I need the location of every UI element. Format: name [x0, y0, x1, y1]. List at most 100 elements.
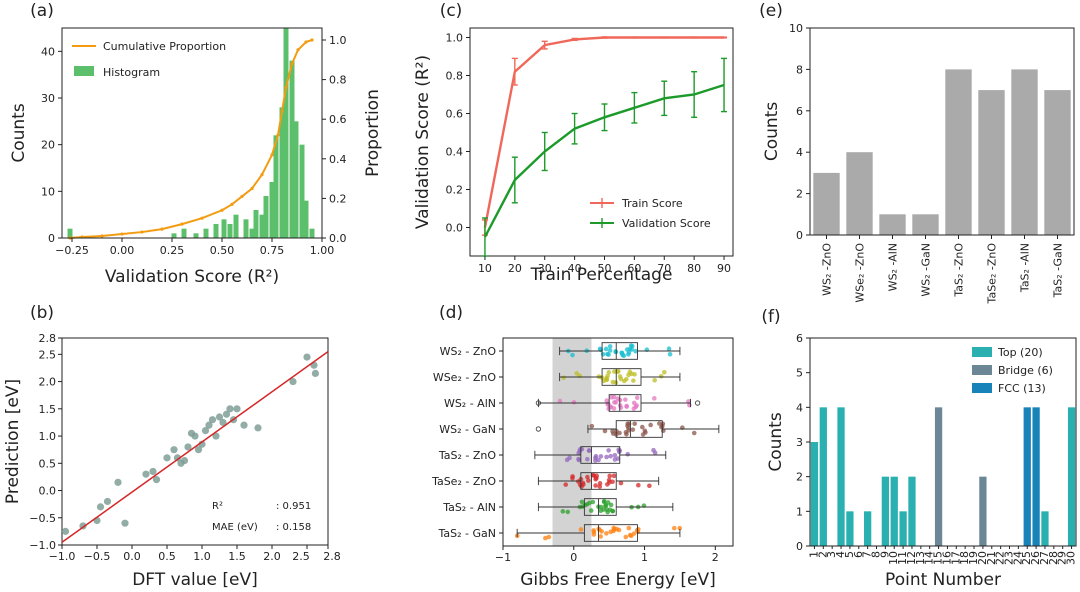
- panel-b-ytick-label: 2.5: [39, 348, 57, 361]
- panel-d-point: [598, 508, 604, 514]
- panel-a-cumulative-point: [160, 227, 164, 231]
- panel-e-axes: [809, 27, 1075, 236]
- panel-f-xtick-label: 7: [861, 551, 874, 558]
- panel-d-point: [563, 482, 569, 487]
- panel-d-point: [634, 395, 640, 400]
- panel-d-point: [586, 448, 592, 453]
- panel-c-xtick-label: 70: [657, 262, 671, 275]
- panel-d-point: [610, 379, 616, 385]
- panel-d-point: [600, 351, 606, 357]
- panel-f-xtick-label: 30: [1065, 551, 1078, 565]
- panel-e-category-label: WS₂ -GaN: [920, 243, 933, 297]
- panel-e-label: (e): [759, 1, 783, 21]
- panel-e-ytick-label: 0: [796, 229, 803, 242]
- panel-a-hist-bar: [259, 214, 265, 238]
- panel-d-point: [666, 346, 672, 351]
- panel-e-category-label: TaS₂ -GaN: [1052, 243, 1065, 298]
- panel-f-ytick-label: 0: [796, 540, 803, 553]
- panel-b-point: [212, 432, 220, 440]
- panel-a-hist-bar: [309, 228, 315, 238]
- panel-d-point: [604, 454, 609, 460]
- panel-f-xtick-label: 5: [843, 551, 856, 558]
- panel-d-point: [597, 481, 603, 486]
- panel-b-xtick-label: 2.0: [263, 550, 281, 563]
- panel-a-hist-bar: [273, 135, 279, 238]
- panel-d-point: [657, 421, 662, 426]
- panel-a-cumulative-point: [200, 216, 204, 220]
- panel-a-hist-bar: [171, 233, 177, 238]
- panel-b-label: (b): [30, 303, 54, 323]
- panel-d-outlier: [535, 400, 541, 406]
- panel-d-point: [623, 534, 629, 540]
- panel-f-xtick-label: 10: [887, 551, 900, 565]
- panel-a-y2label: Proportion: [363, 89, 383, 177]
- panel-a-legend-patch: [74, 66, 94, 76]
- panel-e-category-label: WS₂ -ZnO: [821, 243, 834, 296]
- panel-d-point: [648, 422, 653, 428]
- panel-c-xlabel: Train Percentage: [530, 265, 673, 285]
- panel-d-point: [557, 398, 563, 404]
- panel-a-xtick-label: 0.75: [260, 244, 285, 257]
- panel-b-point: [254, 424, 262, 432]
- panel-f-bar: [1067, 407, 1076, 546]
- panel-a-xtick-label: 0.50: [210, 244, 235, 257]
- panel-d-point: [671, 525, 677, 531]
- panel-a-xlabel: Validation Score (R²): [105, 267, 279, 287]
- panel-e-bar: [912, 214, 939, 235]
- panel-f-xtick-label: 29: [1056, 551, 1069, 565]
- panel-b-point: [219, 418, 227, 427]
- panel-b-xlabel: DFT value [eV]: [132, 570, 258, 590]
- panel-b-xtick-label: 2.5: [292, 550, 310, 563]
- panel-a-cumulative-point: [280, 109, 284, 113]
- panel-c-ytick-label: 0.6: [446, 108, 464, 121]
- panel-d-point: [623, 397, 628, 402]
- panel-a-cumulative-point: [284, 85, 288, 90]
- panel-c-ylabel: Validation Score (R²): [413, 55, 433, 229]
- panel-d-outlier: [535, 426, 541, 432]
- panel-e-ytick-label: 4: [796, 146, 803, 159]
- panel-e-ytick-label: 6: [796, 105, 803, 118]
- panel-d-axes: [502, 337, 734, 547]
- panel-d-point: [607, 473, 613, 479]
- panel-a-cumulative-point: [290, 62, 294, 66]
- panel-f-xtick-label: 26: [1029, 551, 1042, 565]
- panel-b-xtick-label: 0.5: [158, 550, 176, 563]
- panel-a-hist-bar: [233, 214, 239, 238]
- panel-f-xtick-label: 27: [1038, 551, 1051, 565]
- panel-e-bar: [1044, 90, 1071, 235]
- panel-b-xtick-label: 1.5: [228, 550, 246, 563]
- panel-d-point: [585, 474, 590, 480]
- panel-a-cumulative-point: [260, 173, 264, 177]
- panel-d-point: [614, 526, 619, 532]
- panel-a-cumulative-point: [240, 194, 244, 199]
- panel-b-fit-line: [61, 351, 329, 543]
- panel-a-legend-cumulative: Cumulative Proportion: [103, 40, 226, 53]
- panel-f-label: (f): [761, 307, 780, 327]
- panel-b-point: [222, 410, 231, 418]
- panel-e-bar: [813, 172, 840, 235]
- panel-d-point: [588, 508, 594, 513]
- panel-d-point: [597, 484, 603, 489]
- panel-b-ytick-label: 2.8: [39, 332, 57, 345]
- panel-b-point: [180, 456, 189, 465]
- panel-d-point: [594, 473, 600, 479]
- panel-d-point: [610, 508, 616, 514]
- panel-b-ylabel: Prediction [eV]: [3, 379, 23, 504]
- panel-d-point: [624, 431, 629, 437]
- panel-d-point: [606, 370, 612, 375]
- panel-f-xtick-label: 23: [1003, 551, 1016, 565]
- panel-a-legend-histogram: Histogram: [103, 66, 160, 79]
- panel-f-ytick-label: 1: [796, 505, 803, 518]
- panel-d-category-label: WS₂ - ZnO: [440, 345, 497, 358]
- panel-f-xtick-label: 9: [878, 551, 891, 558]
- panel-b-point: [226, 405, 234, 413]
- panel-e-category-label: WSe₂ -ZnO: [854, 243, 867, 303]
- panel-b-point: [215, 413, 224, 421]
- panel-d-point: [633, 348, 638, 354]
- panel-f-xtick-label: 25: [1020, 551, 1033, 565]
- panel-f-xtick-label: 2: [816, 551, 829, 558]
- panel-b-point: [152, 476, 161, 484]
- panel-a-label: (a): [30, 1, 54, 21]
- panel-d-point: [611, 394, 617, 400]
- panel-f-ytick-label: 4: [796, 401, 803, 414]
